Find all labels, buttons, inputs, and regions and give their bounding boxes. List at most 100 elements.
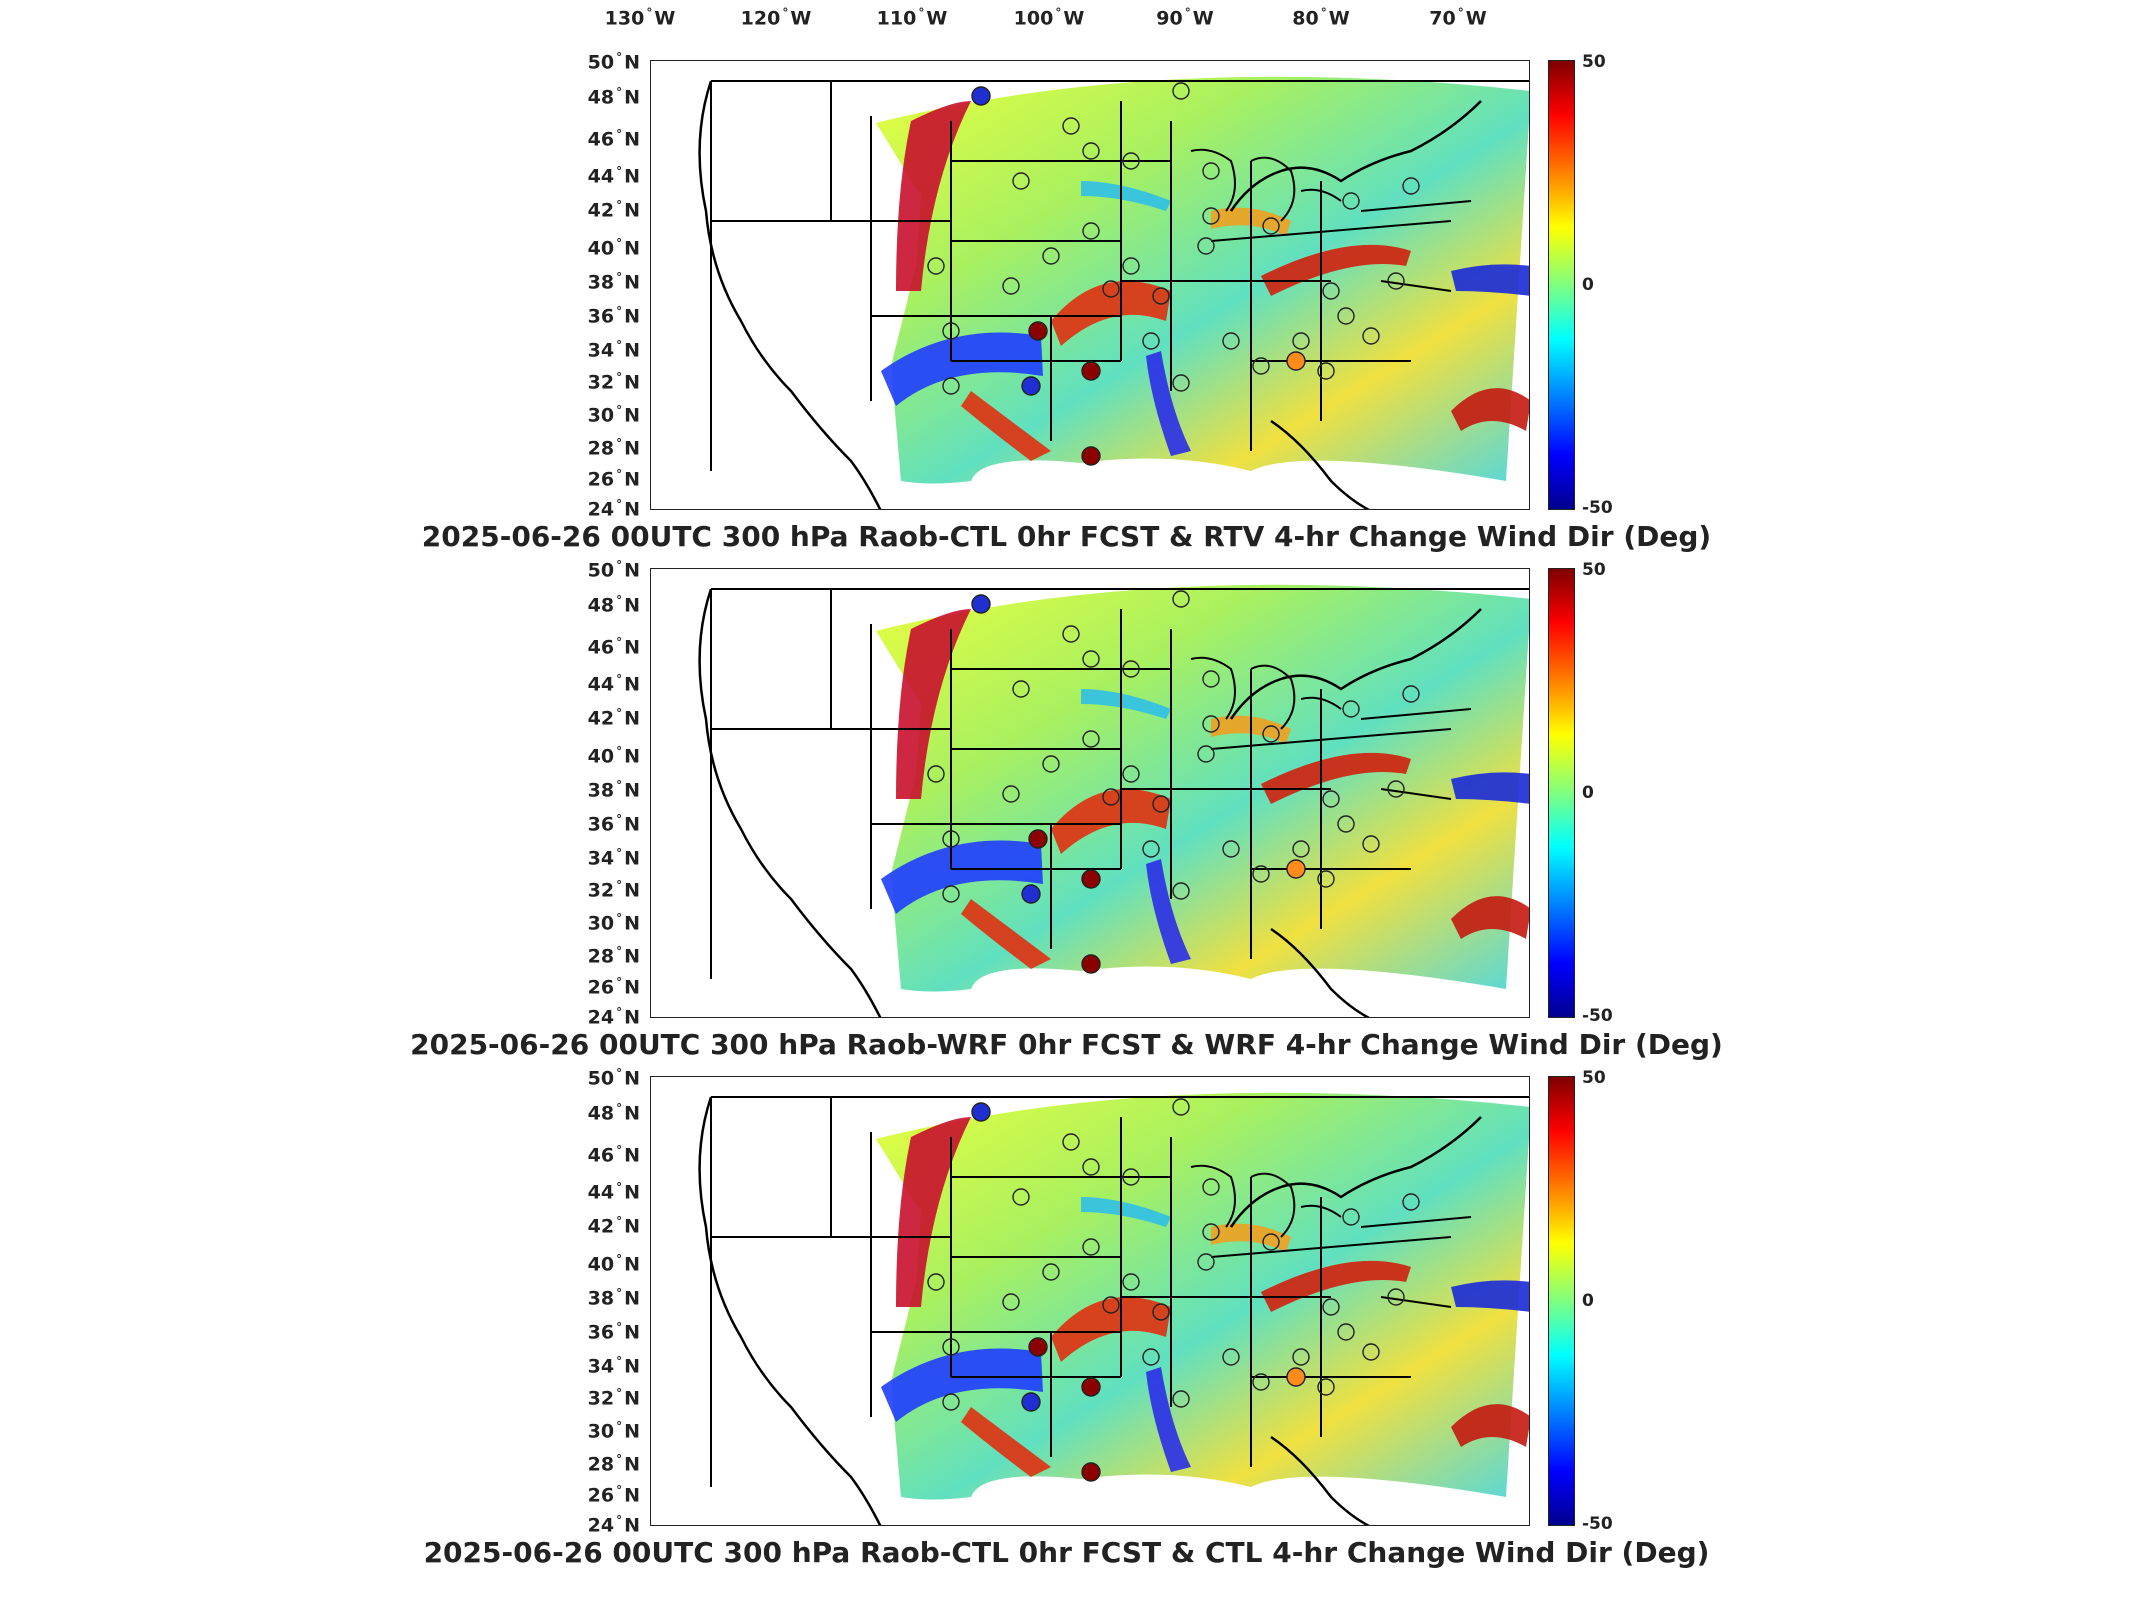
station-marker — [927, 765, 945, 783]
station-marker — [1362, 835, 1380, 853]
station-marker — [1317, 1378, 1335, 1396]
station-marker — [1021, 376, 1041, 396]
station-marker — [1082, 142, 1100, 160]
map-frame — [650, 1076, 1530, 1526]
station-marker — [1202, 670, 1220, 688]
station-marker — [971, 594, 991, 614]
station-marker — [1317, 870, 1335, 888]
station-marker — [1202, 207, 1220, 225]
field-anomaly-band — [1081, 181, 1171, 211]
station-marker — [1342, 192, 1360, 210]
station-marker — [1317, 362, 1335, 380]
colorbar-mid-label: 0 — [1582, 783, 1594, 803]
latitude-label: 36 ° N — [587, 1320, 640, 1344]
colorbar-mid-label: 0 — [1582, 1291, 1594, 1311]
border-line — [1210, 1236, 1452, 1258]
wind-direction-map — [698, 584, 1529, 1017]
latitude-label: 24 ° N — [587, 497, 640, 521]
field-anomaly-band — [1261, 752, 1411, 804]
colorbar-min-label: -50 — [1582, 1006, 1613, 1026]
field-anomaly-band — [1451, 264, 1529, 296]
station-marker — [1042, 247, 1060, 265]
field-anomaly-band — [1261, 244, 1411, 296]
field-anomaly-band — [1051, 281, 1171, 346]
latitude-label: 50 ° N — [587, 558, 640, 582]
latitude-label: 38 ° N — [587, 778, 640, 802]
station-marker — [1262, 1233, 1280, 1251]
station-marker — [1042, 1263, 1060, 1281]
station-marker — [942, 885, 960, 903]
station-marker — [1082, 1238, 1100, 1256]
border-line — [1360, 200, 1472, 212]
station-marker — [1172, 1098, 1190, 1116]
wind-direction-map — [698, 1092, 1529, 1525]
station-marker — [1342, 1208, 1360, 1226]
station-marker — [971, 86, 991, 106]
station-marker — [1172, 590, 1190, 608]
station-marker — [1062, 1133, 1080, 1151]
border-line — [1210, 220, 1452, 242]
latitude-label: 50 ° N — [587, 50, 640, 74]
station-marker — [1342, 700, 1360, 718]
station-marker — [1172, 1390, 1190, 1408]
station-marker — [1262, 725, 1280, 743]
station-marker — [1122, 257, 1140, 275]
colorbar — [1548, 1076, 1575, 1526]
field-anomaly-band — [961, 391, 1051, 461]
station-marker — [1152, 287, 1170, 305]
field-anomaly-band — [1261, 1260, 1411, 1312]
station-marker — [1142, 332, 1160, 350]
panel-title: 2025-06-26 00UTC 300 hPa Raob-CTL 0hr FC… — [423, 1536, 1710, 1569]
station-marker — [1202, 1178, 1220, 1196]
station-marker — [1152, 795, 1170, 813]
station-marker — [942, 830, 960, 848]
station-marker — [1222, 1348, 1240, 1366]
station-marker — [1337, 1323, 1355, 1341]
latitude-label: 46 ° N — [587, 635, 640, 659]
state-borders — [698, 80, 1529, 509]
latitude-label: 44 ° N — [587, 1180, 640, 1204]
wind-direction-map — [698, 76, 1529, 509]
station-marker — [1197, 1253, 1215, 1271]
field-anomaly-band — [896, 1117, 971, 1307]
latitude-label: 28 ° N — [587, 944, 640, 968]
station-marker — [1002, 785, 1020, 803]
panel-title: 2025-06-26 00UTC 300 hPa Raob-CTL 0hr FC… — [421, 520, 1712, 553]
station-marker — [1102, 280, 1120, 298]
colorbar-mid-label: 0 — [1582, 275, 1594, 295]
station-marker — [1202, 715, 1220, 733]
station-marker — [1082, 222, 1100, 240]
latitude-label: 46 ° N — [587, 1143, 640, 1167]
station-marker — [1021, 884, 1041, 904]
station-marker — [1122, 1168, 1140, 1186]
border-line — [1360, 1216, 1472, 1228]
station-marker — [1387, 272, 1405, 290]
latitude-label: 32 ° N — [587, 878, 640, 902]
station-marker — [1102, 788, 1120, 806]
border-line — [1380, 788, 1452, 800]
station-marker — [1142, 840, 1160, 858]
latitude-label: 44 ° N — [587, 672, 640, 696]
station-marker — [1337, 815, 1355, 833]
field-anomaly-band — [881, 840, 1043, 914]
station-marker — [942, 377, 960, 395]
colorbar-max-label: 50 — [1582, 560, 1606, 580]
latitude-label: 48 ° N — [587, 1101, 640, 1125]
station-marker — [1252, 357, 1270, 375]
latitude-label: 42 ° N — [587, 1214, 640, 1238]
field-anomaly-band — [1146, 351, 1191, 456]
station-marker — [942, 322, 960, 340]
latitude-label: 40 ° N — [587, 1252, 640, 1276]
latitude-label: 32 ° N — [587, 370, 640, 394]
station-marker — [1002, 277, 1020, 295]
field-anomaly-band — [881, 332, 1043, 406]
station-marker — [1172, 82, 1190, 100]
longitude-label: 80 ° W — [1292, 6, 1350, 30]
map-frame — [650, 60, 1530, 510]
station-marker — [1202, 162, 1220, 180]
station-marker — [1122, 765, 1140, 783]
colorbar-max-label: 50 — [1582, 52, 1606, 72]
raob-stations — [927, 82, 1420, 466]
station-marker — [1028, 321, 1048, 341]
station-marker — [1322, 790, 1340, 808]
